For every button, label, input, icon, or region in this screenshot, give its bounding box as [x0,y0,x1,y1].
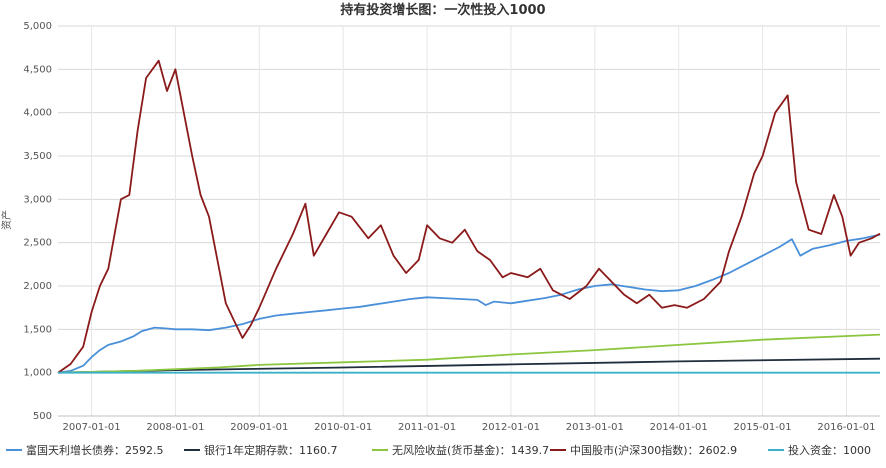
x-tick-label: 2010-01-01 [314,422,372,433]
legend-label: 投入资金：1000 [788,443,871,457]
series-line-0 [57,233,881,374]
y-tick-label: 3,500 [23,151,52,162]
y-tick-label: 5,000 [23,21,52,32]
legend-item[interactable]: 中国股市(沪深300指数)：2602.9 [550,443,737,457]
grid [58,25,880,417]
legend-item[interactable]: 富国天利增长债券：2592.5 [6,443,164,457]
legend-label: 银行1年定期存款：1160.7 [204,443,338,457]
x-tick-label: 2013-01-01 [566,422,624,433]
legend-label: 中国股市(沪深300指数)：2602.9 [570,443,737,457]
legend-item[interactable]: 无风险收益(货币基金)：1439.7 [372,443,549,457]
legend-label: 无风险收益(货币基金)：1439.7 [392,443,549,457]
x-tick-label: 2016-01-01 [817,422,875,433]
chart-title: 持有投资增长图：一次性投入1000 [340,2,545,18]
x-tick-label: 2014-01-01 [650,422,708,433]
series-line-1 [57,357,881,374]
axes: 500 1,000 1,500 2,000 2,500 3,000 3,500 4,000 4,… [23,21,880,433]
series-line-2 [57,333,881,374]
y-tick-label: 1,500 [23,324,52,335]
x-tick-label: 2011-01-01 [398,422,456,433]
x-tick-label: 2007-01-01 [62,422,120,433]
y-tick-label: 2,500 [23,238,52,249]
legend[interactable]: 富国天利增长债券：2592.5 银行1年定期存款：1160.7 无风险收益(货币基金… [6,443,871,457]
legend-item[interactable]: 投入资金：1000 [768,443,871,457]
y-tick-label: 2,000 [23,281,52,292]
legend-item[interactable]: 银行1年定期存款：1160.7 [184,443,338,457]
y-tick-label: 4,500 [23,64,52,75]
x-tick-label: 2015-01-01 [734,422,792,433]
x-tick-label: 2008-01-01 [146,422,204,433]
x-tick-label: 2012-01-01 [482,422,540,433]
x-tick-label: 2009-01-01 [230,422,288,433]
y-tick-label: 3,000 [23,194,52,205]
y-tick-label: 4,000 [23,108,52,119]
series-line-3 [57,59,881,374]
y-axis-label: 资产 [0,210,13,230]
y-tick-label: 500 [33,411,52,422]
series-lines [57,59,881,374]
legend-label: 富国天利增长债券：2592.5 [26,443,164,457]
y-tick-label: 1,000 [23,368,52,379]
